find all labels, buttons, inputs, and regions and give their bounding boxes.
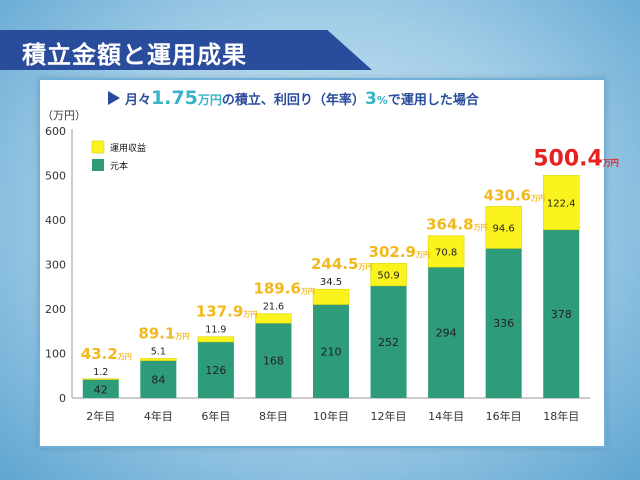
total-value-label: 137.9万円 xyxy=(196,303,257,321)
x-tick-label: 4年目 xyxy=(144,409,173,423)
bar-income xyxy=(542,175,580,231)
principal-value-label: 378 xyxy=(551,308,572,321)
bar-income xyxy=(82,378,120,380)
y-axis-unit: （万円） xyxy=(42,109,86,122)
bar-principal xyxy=(428,267,465,398)
x-tick-label: 16年目 xyxy=(486,409,522,423)
principal-value-label: 168 xyxy=(263,355,284,368)
x-tick-label: 18年目 xyxy=(543,409,579,423)
bar-income xyxy=(485,206,522,249)
total-value-label: 302.9万円 xyxy=(369,243,430,261)
bar-principal xyxy=(197,341,234,398)
bar-income xyxy=(255,313,292,324)
total-value-label: 244.5万円 xyxy=(311,255,372,273)
bar-principal xyxy=(82,379,119,398)
bar-income xyxy=(370,262,407,287)
x-tick-label: 8年目 xyxy=(259,409,288,423)
total-value-label: 89.1万円 xyxy=(138,324,189,342)
x-tick-label: 2年目 xyxy=(86,409,115,423)
income-value-label: 1.2 xyxy=(93,367,108,378)
page-title: 積立金額と運用成果 xyxy=(22,41,247,69)
income-value-label: 122.4 xyxy=(547,199,576,210)
income-value-label: 21.6 xyxy=(263,302,284,313)
bar-income xyxy=(140,358,177,361)
legend-label-income: 運用収益 xyxy=(110,142,146,154)
y-tick-label: 500 xyxy=(45,170,66,183)
principal-value-label: 210 xyxy=(321,345,342,358)
x-tick-label: 12年目 xyxy=(371,409,407,423)
bar-principal xyxy=(543,229,580,398)
income-value-label: 11.9 xyxy=(205,325,226,336)
bar-principal xyxy=(313,304,349,398)
income-value-label: 5.1 xyxy=(151,346,166,357)
principal-value-label: 294 xyxy=(436,327,457,340)
bar-principal xyxy=(255,323,292,398)
legend-swatch-principal xyxy=(92,159,104,171)
y-tick-label: 300 xyxy=(45,259,66,272)
bar-principal xyxy=(140,360,177,398)
income-value-label: 94.6 xyxy=(493,223,515,234)
principal-value-label: 252 xyxy=(378,336,399,349)
play-arrow-icon xyxy=(108,91,120,105)
x-tick-label: 14年目 xyxy=(428,409,464,423)
bar-income xyxy=(197,336,235,343)
principal-value-label: 42 xyxy=(94,384,108,397)
chart-subtitle: 月々1.75万円の積立、利回り（年率）3%で運用した場合 xyxy=(124,87,480,109)
legend-swatch-income xyxy=(91,140,105,154)
total-value-label: 189.6万円 xyxy=(253,280,314,298)
principal-value-label: 84 xyxy=(151,373,165,386)
y-tick-label: 100 xyxy=(45,348,66,361)
bar-income xyxy=(427,235,465,268)
y-tick-label: 400 xyxy=(45,214,66,227)
bar-principal xyxy=(370,285,407,398)
principal-value-label: 336 xyxy=(493,317,514,330)
y-tick-label: 0 xyxy=(59,392,66,405)
legend-label-principal: 元本 xyxy=(110,160,128,172)
bar-income xyxy=(312,288,350,305)
x-tick-label: 6年目 xyxy=(201,409,230,423)
bar-principal xyxy=(485,248,522,398)
title-band xyxy=(0,30,372,70)
income-value-label: 34.5 xyxy=(320,277,342,288)
x-tick-label: 10年目 xyxy=(313,409,349,423)
total-value-label: 430.6万円 xyxy=(484,186,545,204)
total-value-label: 500.4万円 xyxy=(533,146,619,171)
income-value-label: 70.8 xyxy=(435,247,457,258)
y-tick-label: 200 xyxy=(45,303,66,316)
total-value-label: 364.8万円 xyxy=(426,216,487,234)
total-value-label: 43.2万円 xyxy=(81,345,132,363)
income-value-label: 50.9 xyxy=(377,271,399,282)
y-tick-label: 600 xyxy=(45,125,66,138)
principal-value-label: 126 xyxy=(205,364,226,377)
